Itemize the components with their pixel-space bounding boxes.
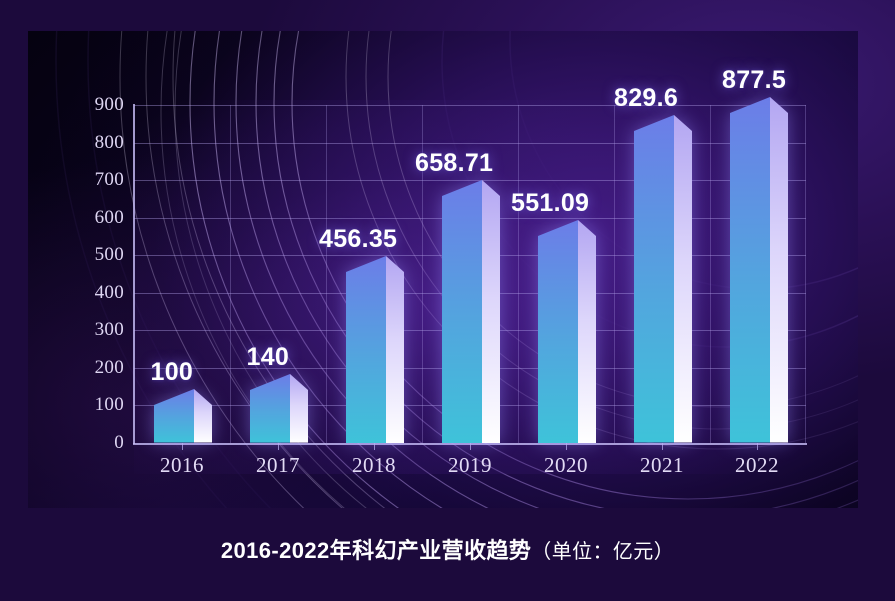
y-tick-400: 400	[94, 281, 124, 303]
x-tick-2021	[662, 443, 663, 450]
value-label-2017: 140	[246, 343, 290, 372]
value-label-2019: 658.71	[415, 148, 494, 177]
bar-2022[interactable]	[730, 97, 788, 443]
category-divider-3	[422, 105, 423, 443]
plot-area	[133, 97, 807, 450]
category-divider-1	[230, 105, 231, 443]
category-divider-6	[710, 105, 711, 443]
bar-2017[interactable]	[250, 374, 308, 443]
y-tick-200: 200	[94, 356, 124, 378]
y-tick-300: 300	[94, 319, 124, 341]
bar-2016[interactable]	[154, 389, 212, 443]
caption-title: 2016-2022年科幻产业营收趋势	[220, 538, 532, 563]
x-axis-labels: 2016 2017 2018 2019 2020 2021 2022	[134, 452, 806, 482]
category-divider-2	[326, 105, 327, 443]
y-tick-900: 900	[94, 94, 124, 115]
x-tick-2020	[566, 443, 567, 450]
y-tick-600: 600	[94, 206, 124, 228]
x-tick-2017	[278, 443, 279, 450]
x-label-2016: 2016	[160, 453, 204, 477]
category-divider-7	[805, 105, 806, 443]
bar-2018[interactable]	[346, 255, 404, 443]
x-label-2018: 2018	[352, 453, 396, 477]
category-divider-5	[614, 105, 615, 443]
x-tick-2016	[182, 443, 183, 450]
value-label-2018: 456.35	[319, 224, 398, 253]
y-tick-500: 500	[94, 244, 124, 266]
x-label-2020: 2020	[544, 453, 588, 477]
y-tick-100: 100	[94, 394, 124, 416]
gridline-900	[134, 105, 806, 106]
chart-caption: 2016-2022年科幻产业营收趋势（单位：亿元）	[0, 536, 895, 567]
x-label-2019: 2019	[448, 453, 492, 477]
value-label-2022: 877.5	[722, 66, 787, 95]
bar-2019[interactable]	[442, 179, 500, 443]
y-axis-line	[133, 104, 135, 444]
x-label-2017: 2017	[256, 453, 300, 477]
value-label-2021: 829.6	[614, 84, 679, 113]
bar-2021[interactable]	[634, 115, 692, 443]
x-tick-2019	[470, 443, 471, 450]
y-tick-700: 700	[94, 169, 124, 191]
gridline-800	[134, 142, 806, 144]
value-label-2016: 100	[150, 358, 194, 387]
y-tick-800: 800	[94, 131, 124, 153]
x-label-2021: 2021	[640, 453, 684, 477]
y-axis-labels: 900 800 700 600 500 400 300 200 100 0	[62, 95, 124, 452]
value-label-2020: 551.09	[511, 189, 590, 218]
y-tick-0: 0	[114, 432, 124, 453]
x-label-2022: 2022	[735, 453, 779, 477]
gridline-700	[134, 180, 806, 182]
caption-unit: （单位：亿元）	[531, 541, 675, 563]
category-divider-4	[518, 105, 519, 443]
x-tick-2018	[374, 443, 375, 450]
x-tick-2022	[757, 443, 758, 450]
bar-2020[interactable]	[538, 220, 596, 443]
